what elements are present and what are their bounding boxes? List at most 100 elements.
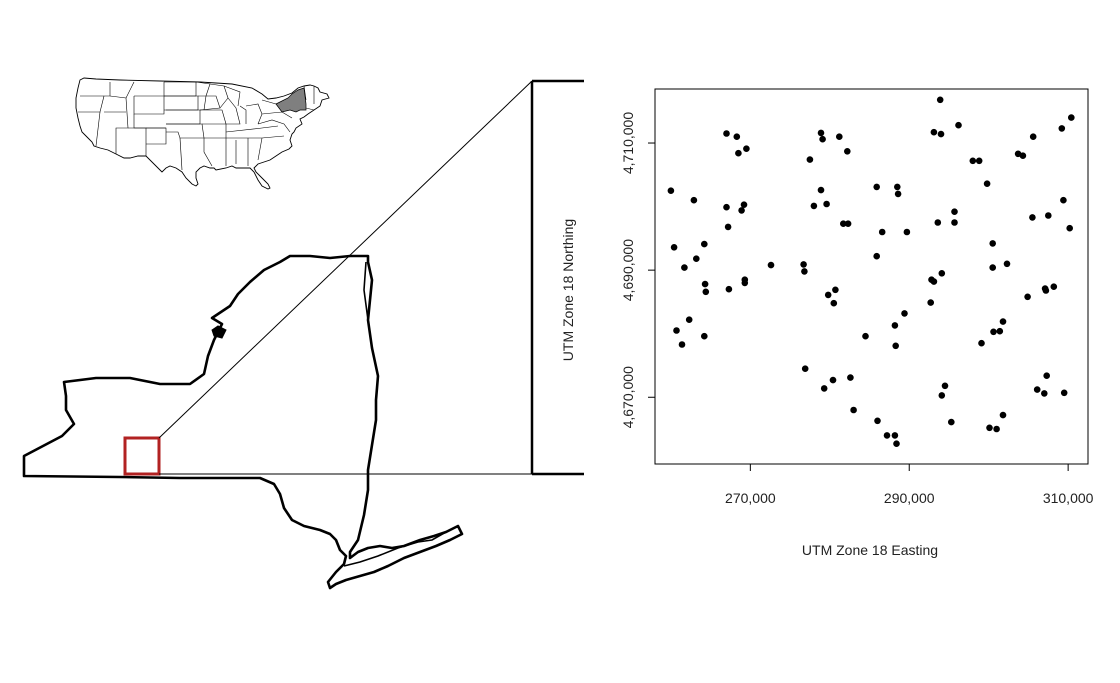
data-point-26 xyxy=(801,365,809,373)
data-point-74 xyxy=(978,339,985,347)
data-point-27 xyxy=(806,156,814,163)
data-point-93 xyxy=(1041,390,1048,397)
data-point-12 xyxy=(723,130,730,137)
y-axis-ticks: 4,670,000 4,690,000 4,710,000 xyxy=(620,112,655,428)
data-point-18 xyxy=(738,207,745,214)
data-point-79 xyxy=(990,328,997,336)
data-point-66 xyxy=(938,392,946,399)
data-point-33 xyxy=(823,200,830,208)
data-point-57 xyxy=(903,228,911,236)
data-point-14 xyxy=(724,223,732,231)
data-point-37 xyxy=(832,286,839,294)
data-point-39 xyxy=(840,220,847,227)
y-axis-label: UTM Zone 18 Northing xyxy=(560,219,576,361)
data-point-47 xyxy=(874,417,881,425)
long-island-detail xyxy=(343,531,447,567)
data-point-11 xyxy=(701,332,708,340)
data-point-2 xyxy=(673,327,680,334)
data-point-45 xyxy=(873,252,880,260)
zoom-connector-top xyxy=(158,80,533,439)
data-point-8 xyxy=(701,240,708,248)
data-point-80 xyxy=(993,425,1000,433)
data-point-71 xyxy=(955,121,962,129)
data-point-72 xyxy=(969,157,977,165)
data-point-70 xyxy=(951,208,958,215)
data-point-9 xyxy=(701,280,709,288)
data-point-89 xyxy=(1029,133,1037,140)
data-point-86 xyxy=(1019,152,1027,159)
data-point-16 xyxy=(733,133,741,140)
data-point-68 xyxy=(948,418,955,426)
data-point-32 xyxy=(820,385,828,392)
data-point-54 xyxy=(894,183,901,191)
zoom-bracket xyxy=(530,79,584,476)
us-inset-map xyxy=(75,77,330,190)
data-point-76 xyxy=(986,424,993,432)
data-point-48 xyxy=(878,228,886,236)
lake-champlain xyxy=(363,261,369,321)
data-point-29 xyxy=(817,129,825,137)
data-point-55 xyxy=(894,190,902,198)
us-inset-new-york-highlight xyxy=(275,87,307,113)
data-point-56 xyxy=(901,310,908,317)
data-point-49 xyxy=(883,432,891,439)
x-tick-label-0: 270,000 xyxy=(725,490,776,506)
plot-frame xyxy=(654,88,1089,465)
x-axis-label: UTM Zone 18 Easting xyxy=(802,542,938,558)
data-point-17 xyxy=(735,149,742,157)
data-point-41 xyxy=(844,148,851,155)
data-point-100 xyxy=(1066,224,1073,232)
new-york-state-outline xyxy=(22,254,464,590)
data-point-25 xyxy=(801,268,808,275)
data-point-34 xyxy=(824,291,832,299)
data-point-6 xyxy=(690,196,698,204)
y-tick-label-0: 4,670,000 xyxy=(620,366,636,428)
data-point-82 xyxy=(999,411,1007,419)
data-point-84 xyxy=(1003,260,1011,268)
data-point-44 xyxy=(862,332,869,340)
data-point-73 xyxy=(975,157,983,165)
data-point-65 xyxy=(938,270,946,277)
data-point-4 xyxy=(681,264,688,271)
data-point-77 xyxy=(989,240,996,247)
data-point-19 xyxy=(740,201,748,208)
us-outline xyxy=(75,77,330,190)
data-point-75 xyxy=(983,180,991,187)
data-point-99 xyxy=(1060,389,1068,397)
data-point-67 xyxy=(941,382,949,390)
data-point-35 xyxy=(829,376,837,384)
x-tick-label-2: 310,000 xyxy=(1043,490,1094,506)
data-point-64 xyxy=(937,130,945,138)
data-point-24 xyxy=(800,261,807,268)
data-points xyxy=(667,96,1075,448)
data-point-30 xyxy=(819,135,826,143)
data-point-97 xyxy=(1058,125,1066,132)
us-state-borders xyxy=(78,81,315,171)
data-point-78 xyxy=(989,264,996,271)
data-point-43 xyxy=(850,406,857,414)
data-point-94 xyxy=(1043,372,1050,380)
data-point-53 xyxy=(893,440,900,448)
data-point-7 xyxy=(693,255,700,262)
data-point-101 xyxy=(1068,114,1075,121)
data-point-62 xyxy=(934,219,942,226)
data-point-95 xyxy=(1045,212,1052,219)
data-point-52 xyxy=(892,342,899,350)
scatter-plot: 270,000 290,000 310,000 4,670,000 4,690,000… xyxy=(560,88,1094,558)
data-point-88 xyxy=(1029,214,1036,221)
data-point-38 xyxy=(836,133,843,140)
data-point-5 xyxy=(685,316,693,324)
data-point-63 xyxy=(936,96,944,104)
data-point-36 xyxy=(830,299,838,307)
data-point-22 xyxy=(743,145,750,152)
data-point-69 xyxy=(951,219,958,226)
data-point-60 xyxy=(930,278,938,285)
x-tick-label-1: 290,000 xyxy=(884,490,935,506)
data-point-1 xyxy=(670,244,678,251)
study-area-box xyxy=(123,436,161,476)
data-point-13 xyxy=(723,203,730,211)
data-point-96 xyxy=(1050,283,1058,291)
data-point-21 xyxy=(741,279,749,287)
